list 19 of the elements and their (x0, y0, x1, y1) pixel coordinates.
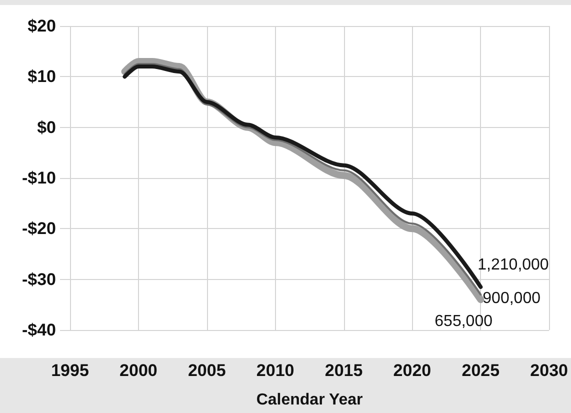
x-tick-label: 1995 (51, 361, 89, 380)
x-tick-label: 2015 (324, 361, 363, 380)
series-label: 655,000 (434, 313, 493, 330)
x-tick-label: 2020 (393, 361, 432, 380)
x-tick-label: 2000 (120, 361, 158, 380)
y-tick-label: -$10 (22, 168, 56, 188)
series-label: 900,000 (482, 290, 541, 308)
y-tick-label: -$20 (22, 219, 56, 238)
y-tick-label: -$30 (22, 270, 56, 289)
x-tick-label: 2005 (188, 361, 226, 380)
x-tick-label: 2025 (462, 361, 500, 380)
y-tick-label: -$40 (22, 320, 56, 340)
y-tick-label: $0 (37, 118, 56, 137)
series-label: 1,210,000 (478, 256, 549, 274)
y-tick-label: $20 (28, 16, 56, 36)
x-tick-label: 2010 (256, 361, 294, 380)
x-axis-title: Calendar Year (256, 392, 363, 408)
x-tick-label: 2030 (530, 361, 568, 380)
y-tick-label: $10 (28, 67, 56, 86)
